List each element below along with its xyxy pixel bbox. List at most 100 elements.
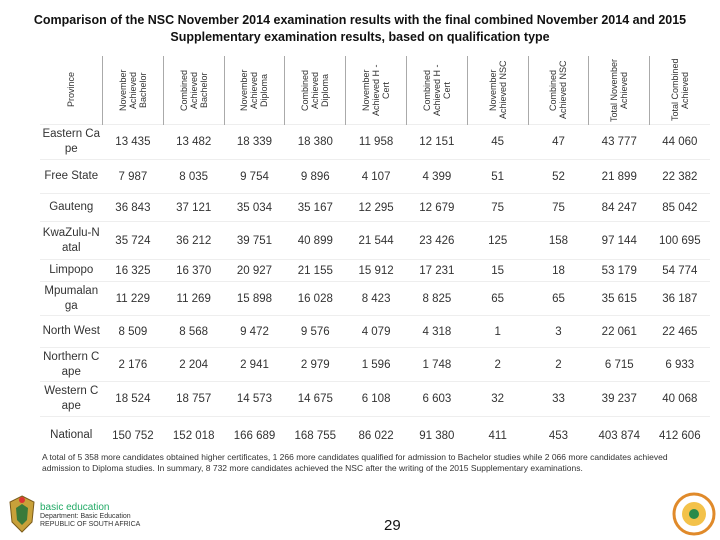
column-header-text: Combined Achieved Bachelor <box>178 69 209 111</box>
logo-title: basic education <box>40 502 110 513</box>
value-cell: 168 755 <box>284 416 346 455</box>
value-cell: 35 167 <box>284 193 346 222</box>
value-cell: 45 <box>467 124 529 160</box>
value-cell: 2 <box>467 347 529 382</box>
value-cell: 36 212 <box>163 221 225 260</box>
value-cell: 33 <box>528 381 589 417</box>
value-cell: 40 068 <box>649 381 710 417</box>
value-cell: 8 825 <box>406 281 468 316</box>
column-header-text: Combined Achieved NSC <box>548 60 569 120</box>
value-cell: 2 176 <box>102 347 164 382</box>
value-cell: 8 035 <box>163 159 225 194</box>
title: Comparison of the NSC November 2014 exam… <box>33 13 687 44</box>
column-header-text: November Achieved NSC <box>487 60 508 120</box>
province-cell: Limpopo <box>40 259 103 282</box>
value-cell: 85 042 <box>649 193 710 222</box>
value-cell: 9 472 <box>224 315 285 348</box>
value-cell: 21 544 <box>345 221 407 260</box>
value-cell: 18 380 <box>284 124 346 160</box>
table-row: Mpumalanga 11 229 11 269 15 898 16 028 8 423 8… <box>40 281 710 316</box>
value-cell: 86 022 <box>345 416 407 455</box>
value-cell: 2 979 <box>284 347 346 382</box>
value-cell: 35 034 <box>224 193 285 222</box>
logo-line: REPUBLIC OF SOUTH AFRICA <box>40 521 141 528</box>
header-row: Province November Achieved Bachelor Combin… <box>40 56 710 125</box>
value-cell: 8 568 <box>163 315 225 348</box>
value-cell: 36 187 <box>649 281 710 316</box>
value-cell: 4 399 <box>406 159 468 194</box>
value-cell: 8 509 <box>102 315 164 348</box>
column-header-text: Combined Achieved H -Cert <box>421 64 452 116</box>
value-cell: 6 715 <box>588 347 650 382</box>
province-cell: National <box>40 416 103 455</box>
table-row: KwaZulu-Natal 35 724 36 212 39 751 40 899 21 … <box>40 221 710 260</box>
value-cell: 2 204 <box>163 347 225 382</box>
value-cell: 412 606 <box>649 416 710 455</box>
value-cell: 51 <box>467 159 529 194</box>
province-cell: Western Cape <box>40 381 103 417</box>
value-cell: 15 <box>467 259 529 282</box>
value-cell: 15 912 <box>345 259 407 282</box>
value-cell: 65 <box>528 281 589 316</box>
value-cell: 2 941 <box>224 347 285 382</box>
value-cell: 54 774 <box>649 259 710 282</box>
value-cell: 65 <box>467 281 529 316</box>
value-cell: 11 958 <box>345 124 407 160</box>
value-cell: 9 576 <box>284 315 346 348</box>
value-cell: 32 <box>467 381 529 417</box>
value-cell: 166 689 <box>224 416 285 455</box>
province-cell: Gauteng <box>40 193 103 222</box>
value-cell: 125 <box>467 221 529 260</box>
value-cell: 23 426 <box>406 221 468 260</box>
anniversary-logo <box>672 492 716 536</box>
value-cell: 2 <box>528 347 589 382</box>
value-cell: 9 754 <box>224 159 285 194</box>
value-cell: 39 237 <box>588 381 650 417</box>
province-cell: Free State <box>40 159 103 194</box>
value-cell: 8 423 <box>345 281 407 316</box>
value-cell: 152 018 <box>163 416 225 455</box>
value-cell: 7 987 <box>102 159 164 194</box>
value-cell: 12 679 <box>406 193 468 222</box>
value-cell: 6 108 <box>345 381 407 417</box>
value-cell: 13 482 <box>163 124 225 160</box>
table-row: Limpopo 16 325 16 370 20 927 21 155 15 912 17 … <box>40 259 710 282</box>
value-cell: 14 675 <box>284 381 346 417</box>
column-header: November Achieved Diploma <box>223 56 285 125</box>
value-cell: 35 724 <box>102 221 164 260</box>
value-cell: 53 179 <box>588 259 650 282</box>
column-header-text: November Achieved Bachelor <box>117 69 148 111</box>
column-header: Combined Achieved Bachelor <box>162 56 225 125</box>
value-cell: 20 927 <box>224 259 285 282</box>
column-header: Province <box>40 56 103 125</box>
value-cell: 9 896 <box>284 159 346 194</box>
column-header-text: Total November Achieved <box>609 58 630 122</box>
value-cell: 75 <box>467 193 529 222</box>
table-row: National 150 752 152 018 166 689 168 755 86 0… <box>40 416 710 455</box>
value-cell: 4 318 <box>406 315 468 348</box>
table-row: Free State 7 987 8 035 9 754 9 896 4 107 4 399… <box>40 159 710 194</box>
column-header-text: Combined Achieved Diploma <box>300 69 331 111</box>
value-cell: 403 874 <box>588 416 650 455</box>
value-cell: 84 247 <box>588 193 650 222</box>
value-cell: 411 <box>467 416 529 455</box>
column-header-text: Total Combined Achieved <box>670 58 691 122</box>
province-cell: Eastern Cape <box>40 124 103 160</box>
value-cell: 13 435 <box>102 124 164 160</box>
value-cell: 52 <box>528 159 589 194</box>
value-cell: 1 596 <box>345 347 407 382</box>
column-header: Total November Achieved <box>588 56 650 125</box>
column-header-text: November Achieved Diploma <box>239 69 270 111</box>
value-cell: 18 757 <box>163 381 225 417</box>
value-cell: 37 121 <box>163 193 225 222</box>
column-header-text: November Achieved H -Cert <box>361 64 392 116</box>
value-cell: 35 615 <box>588 281 650 316</box>
column-header: Total Combined Achieved <box>649 56 710 125</box>
value-cell: 150 752 <box>102 416 164 455</box>
province-cell: Northern Cape <box>40 347 103 382</box>
value-cell: 6 933 <box>649 347 710 382</box>
footnote: A total of 5 358 more candidates obtaine… <box>42 452 668 473</box>
value-cell: 40 899 <box>284 221 346 260</box>
value-cell: 21 899 <box>588 159 650 194</box>
